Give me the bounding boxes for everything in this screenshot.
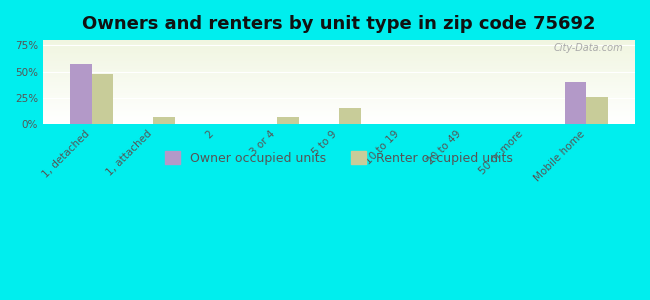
- Bar: [43, 90, 635, 91]
- Bar: [565, 82, 586, 124]
- Bar: [43, 103, 635, 104]
- Bar: [43, 51, 635, 52]
- Bar: [43, 81, 635, 82]
- Bar: [43, 115, 635, 116]
- Bar: [43, 40, 635, 41]
- Bar: [43, 77, 635, 78]
- Bar: [43, 74, 635, 75]
- Bar: [43, 71, 635, 72]
- Bar: [43, 57, 635, 58]
- Bar: [43, 102, 635, 103]
- Bar: [43, 45, 635, 46]
- Bar: [43, 87, 635, 88]
- Bar: [43, 110, 635, 111]
- Bar: [43, 60, 635, 61]
- Bar: [43, 96, 635, 97]
- Bar: [43, 99, 635, 100]
- Bar: [43, 79, 635, 80]
- Bar: [43, 50, 635, 51]
- Bar: [43, 118, 635, 119]
- Bar: [43, 83, 635, 84]
- Bar: [43, 108, 635, 109]
- Bar: [277, 117, 299, 124]
- Bar: [92, 74, 113, 124]
- Bar: [43, 94, 635, 95]
- Bar: [43, 49, 635, 50]
- Bar: [43, 44, 635, 45]
- Bar: [43, 72, 635, 73]
- Bar: [43, 73, 635, 74]
- Bar: [43, 66, 635, 67]
- Bar: [43, 47, 635, 48]
- Bar: [43, 120, 635, 121]
- Bar: [43, 58, 635, 59]
- Bar: [43, 65, 635, 66]
- Bar: [43, 48, 635, 49]
- Bar: [43, 105, 635, 106]
- Bar: [43, 101, 635, 102]
- Bar: [43, 68, 635, 69]
- Bar: [43, 80, 635, 81]
- Bar: [43, 111, 635, 112]
- Bar: [43, 61, 635, 62]
- Bar: [43, 64, 635, 65]
- Bar: [153, 117, 175, 124]
- Bar: [43, 46, 635, 47]
- Bar: [43, 121, 635, 122]
- Bar: [43, 41, 635, 42]
- Bar: [43, 67, 635, 68]
- Bar: [43, 119, 635, 120]
- Bar: [43, 107, 635, 108]
- Bar: [43, 100, 635, 101]
- Bar: [43, 78, 635, 79]
- Bar: [43, 98, 635, 99]
- Bar: [43, 91, 635, 92]
- Bar: [43, 53, 635, 54]
- Bar: [43, 89, 635, 90]
- Bar: [43, 112, 635, 113]
- Bar: [586, 97, 608, 124]
- Bar: [43, 122, 635, 123]
- Bar: [43, 92, 635, 93]
- Bar: [43, 86, 635, 87]
- Bar: [43, 62, 635, 63]
- Bar: [43, 76, 635, 77]
- Bar: [43, 70, 635, 71]
- Bar: [43, 43, 635, 44]
- Title: Owners and renters by unit type in zip code 75692: Owners and renters by unit type in zip c…: [83, 15, 596, 33]
- Bar: [43, 88, 635, 89]
- Bar: [43, 59, 635, 60]
- Bar: [43, 42, 635, 43]
- Bar: [43, 104, 635, 105]
- Bar: [70, 64, 92, 124]
- Bar: [43, 84, 635, 85]
- Bar: [43, 54, 635, 55]
- Bar: [43, 106, 635, 107]
- Bar: [43, 114, 635, 115]
- Bar: [43, 116, 635, 117]
- Bar: [43, 117, 635, 118]
- Bar: [43, 82, 635, 83]
- Bar: [43, 95, 635, 96]
- Bar: [43, 113, 635, 114]
- Bar: [43, 63, 635, 64]
- Bar: [43, 85, 635, 86]
- Bar: [43, 75, 635, 76]
- Bar: [43, 69, 635, 70]
- Bar: [43, 123, 635, 124]
- Bar: [43, 93, 635, 94]
- Text: City-Data.com: City-Data.com: [554, 43, 623, 52]
- Bar: [43, 52, 635, 53]
- Bar: [43, 109, 635, 110]
- Legend: Owner occupied units, Renter occupied units: Owner occupied units, Renter occupied un…: [160, 146, 518, 170]
- Bar: [43, 97, 635, 98]
- Bar: [43, 56, 635, 57]
- Bar: [339, 108, 361, 124]
